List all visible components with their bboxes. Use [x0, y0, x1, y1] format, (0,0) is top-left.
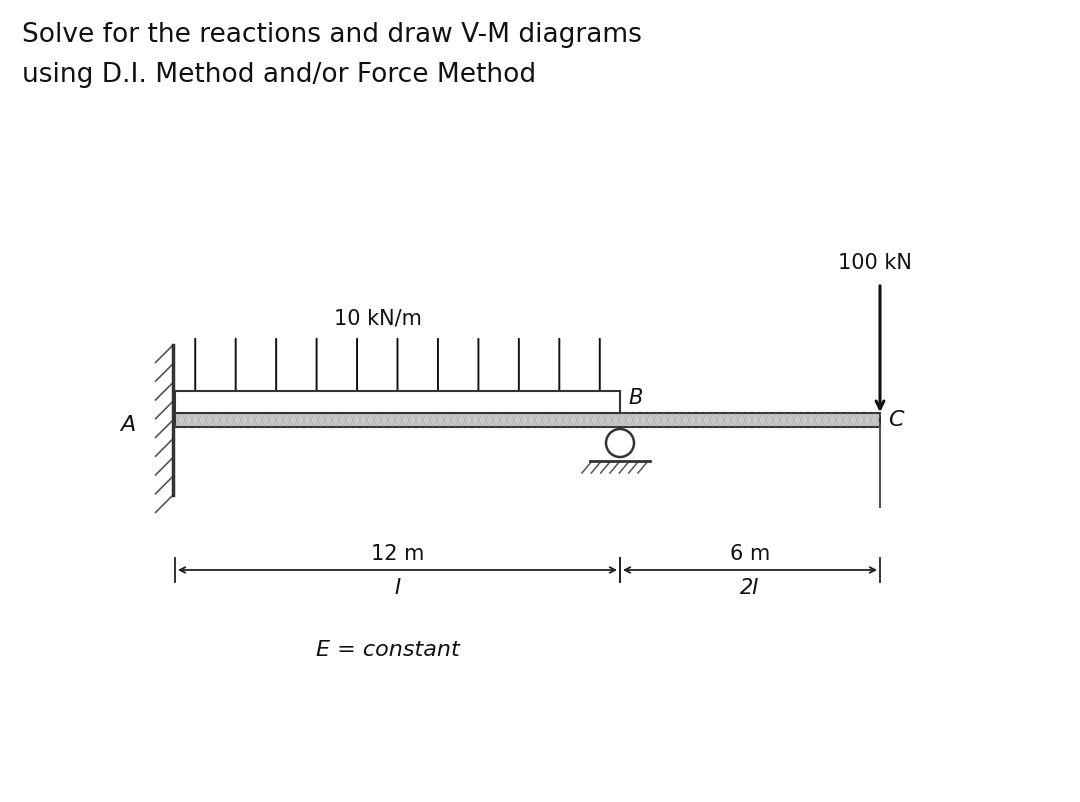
- FancyBboxPatch shape: [175, 413, 880, 427]
- Text: C: C: [888, 410, 904, 430]
- Text: 6 m: 6 m: [730, 544, 770, 564]
- Text: A: A: [120, 415, 135, 435]
- Text: I: I: [394, 578, 401, 598]
- Text: E = constant: E = constant: [315, 640, 459, 660]
- Text: 2I: 2I: [740, 578, 759, 598]
- Text: 100 kN: 100 kN: [838, 253, 912, 273]
- Text: B: B: [627, 388, 643, 408]
- Bar: [175, 391, 620, 413]
- Text: using D.I. Method and/or Force Method: using D.I. Method and/or Force Method: [22, 62, 536, 88]
- Text: 12 m: 12 m: [370, 544, 424, 564]
- Text: 10 kN/m: 10 kN/m: [334, 308, 421, 328]
- Text: Solve for the reactions and draw V-M diagrams: Solve for the reactions and draw V-M dia…: [22, 22, 642, 48]
